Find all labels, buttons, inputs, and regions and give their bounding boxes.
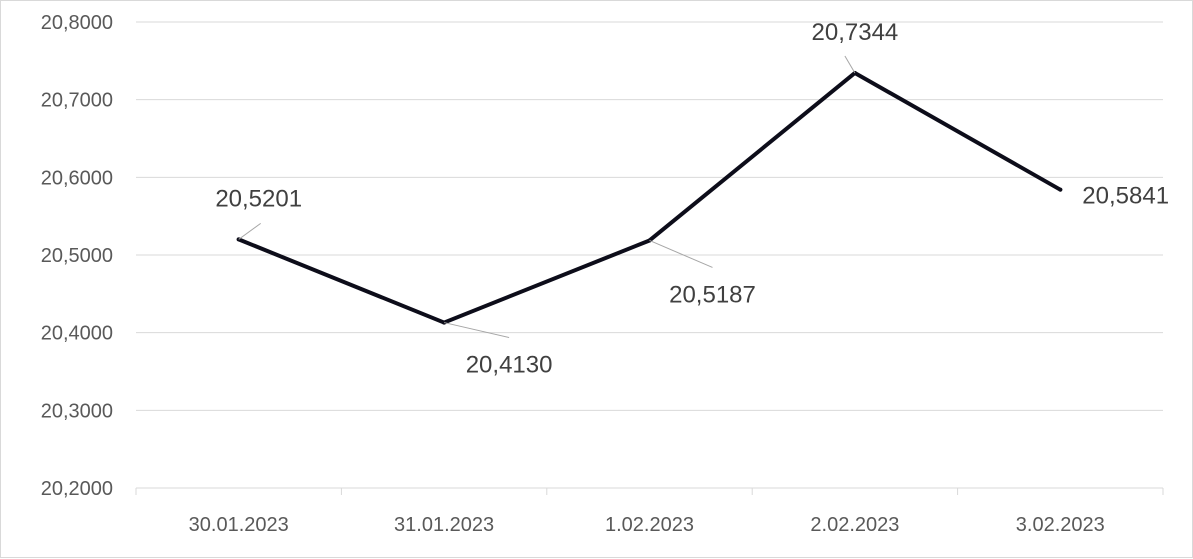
y-tick-label: 20,7000 xyxy=(41,90,113,112)
data-point xyxy=(1058,187,1063,192)
data-label: 20,5187 xyxy=(669,281,756,308)
y-tick-label: 20,3000 xyxy=(41,400,113,422)
data-label: 20,7344 xyxy=(812,19,899,46)
x-tick-label: 3.02.2023 xyxy=(1016,514,1105,536)
x-tick-label: 2.02.2023 xyxy=(810,514,899,536)
label-leader-line xyxy=(443,322,510,339)
label-leader-line xyxy=(844,55,856,74)
label-leader-line xyxy=(649,240,713,268)
y-tick-label: 20,2000 xyxy=(41,478,113,500)
x-axis-tick-labels: 30.01.2023 31.01.2023 1.02.2023 2.02.2023 3.… xyxy=(189,514,1105,536)
data-label: 20,5201 xyxy=(215,185,302,212)
y-axis-tick-labels: 20,2000 20,3000 20,4000 20,5000 20,6000 20,70… xyxy=(41,12,113,500)
y-tick-label: 20,8000 xyxy=(41,12,113,34)
series-layer xyxy=(236,70,1063,325)
grid-layer xyxy=(136,21,1163,411)
label-leader-line xyxy=(238,222,261,240)
x-tick-label: 1.02.2023 xyxy=(605,514,694,536)
x-tick-label: 31.01.2023 xyxy=(394,514,494,536)
series-line xyxy=(236,70,1063,325)
y-tick-label: 20,4000 xyxy=(41,323,113,345)
axis-layer xyxy=(135,487,1164,495)
data-label-layer: 20,5201 20,4130 20,5187 20,7344 20,5841 xyxy=(215,19,1169,379)
y-tick-label: 20,5000 xyxy=(41,245,113,267)
x-tick-label: 30.01.2023 xyxy=(189,514,289,536)
data-label: 20,5841 xyxy=(1082,183,1169,210)
data-label: 20,4130 xyxy=(466,352,553,379)
y-tick-label: 20,6000 xyxy=(41,167,113,189)
